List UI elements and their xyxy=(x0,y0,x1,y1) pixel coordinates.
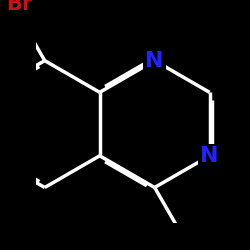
Text: Br: Br xyxy=(6,0,32,14)
Text: N: N xyxy=(200,146,219,166)
Text: N: N xyxy=(146,50,164,70)
